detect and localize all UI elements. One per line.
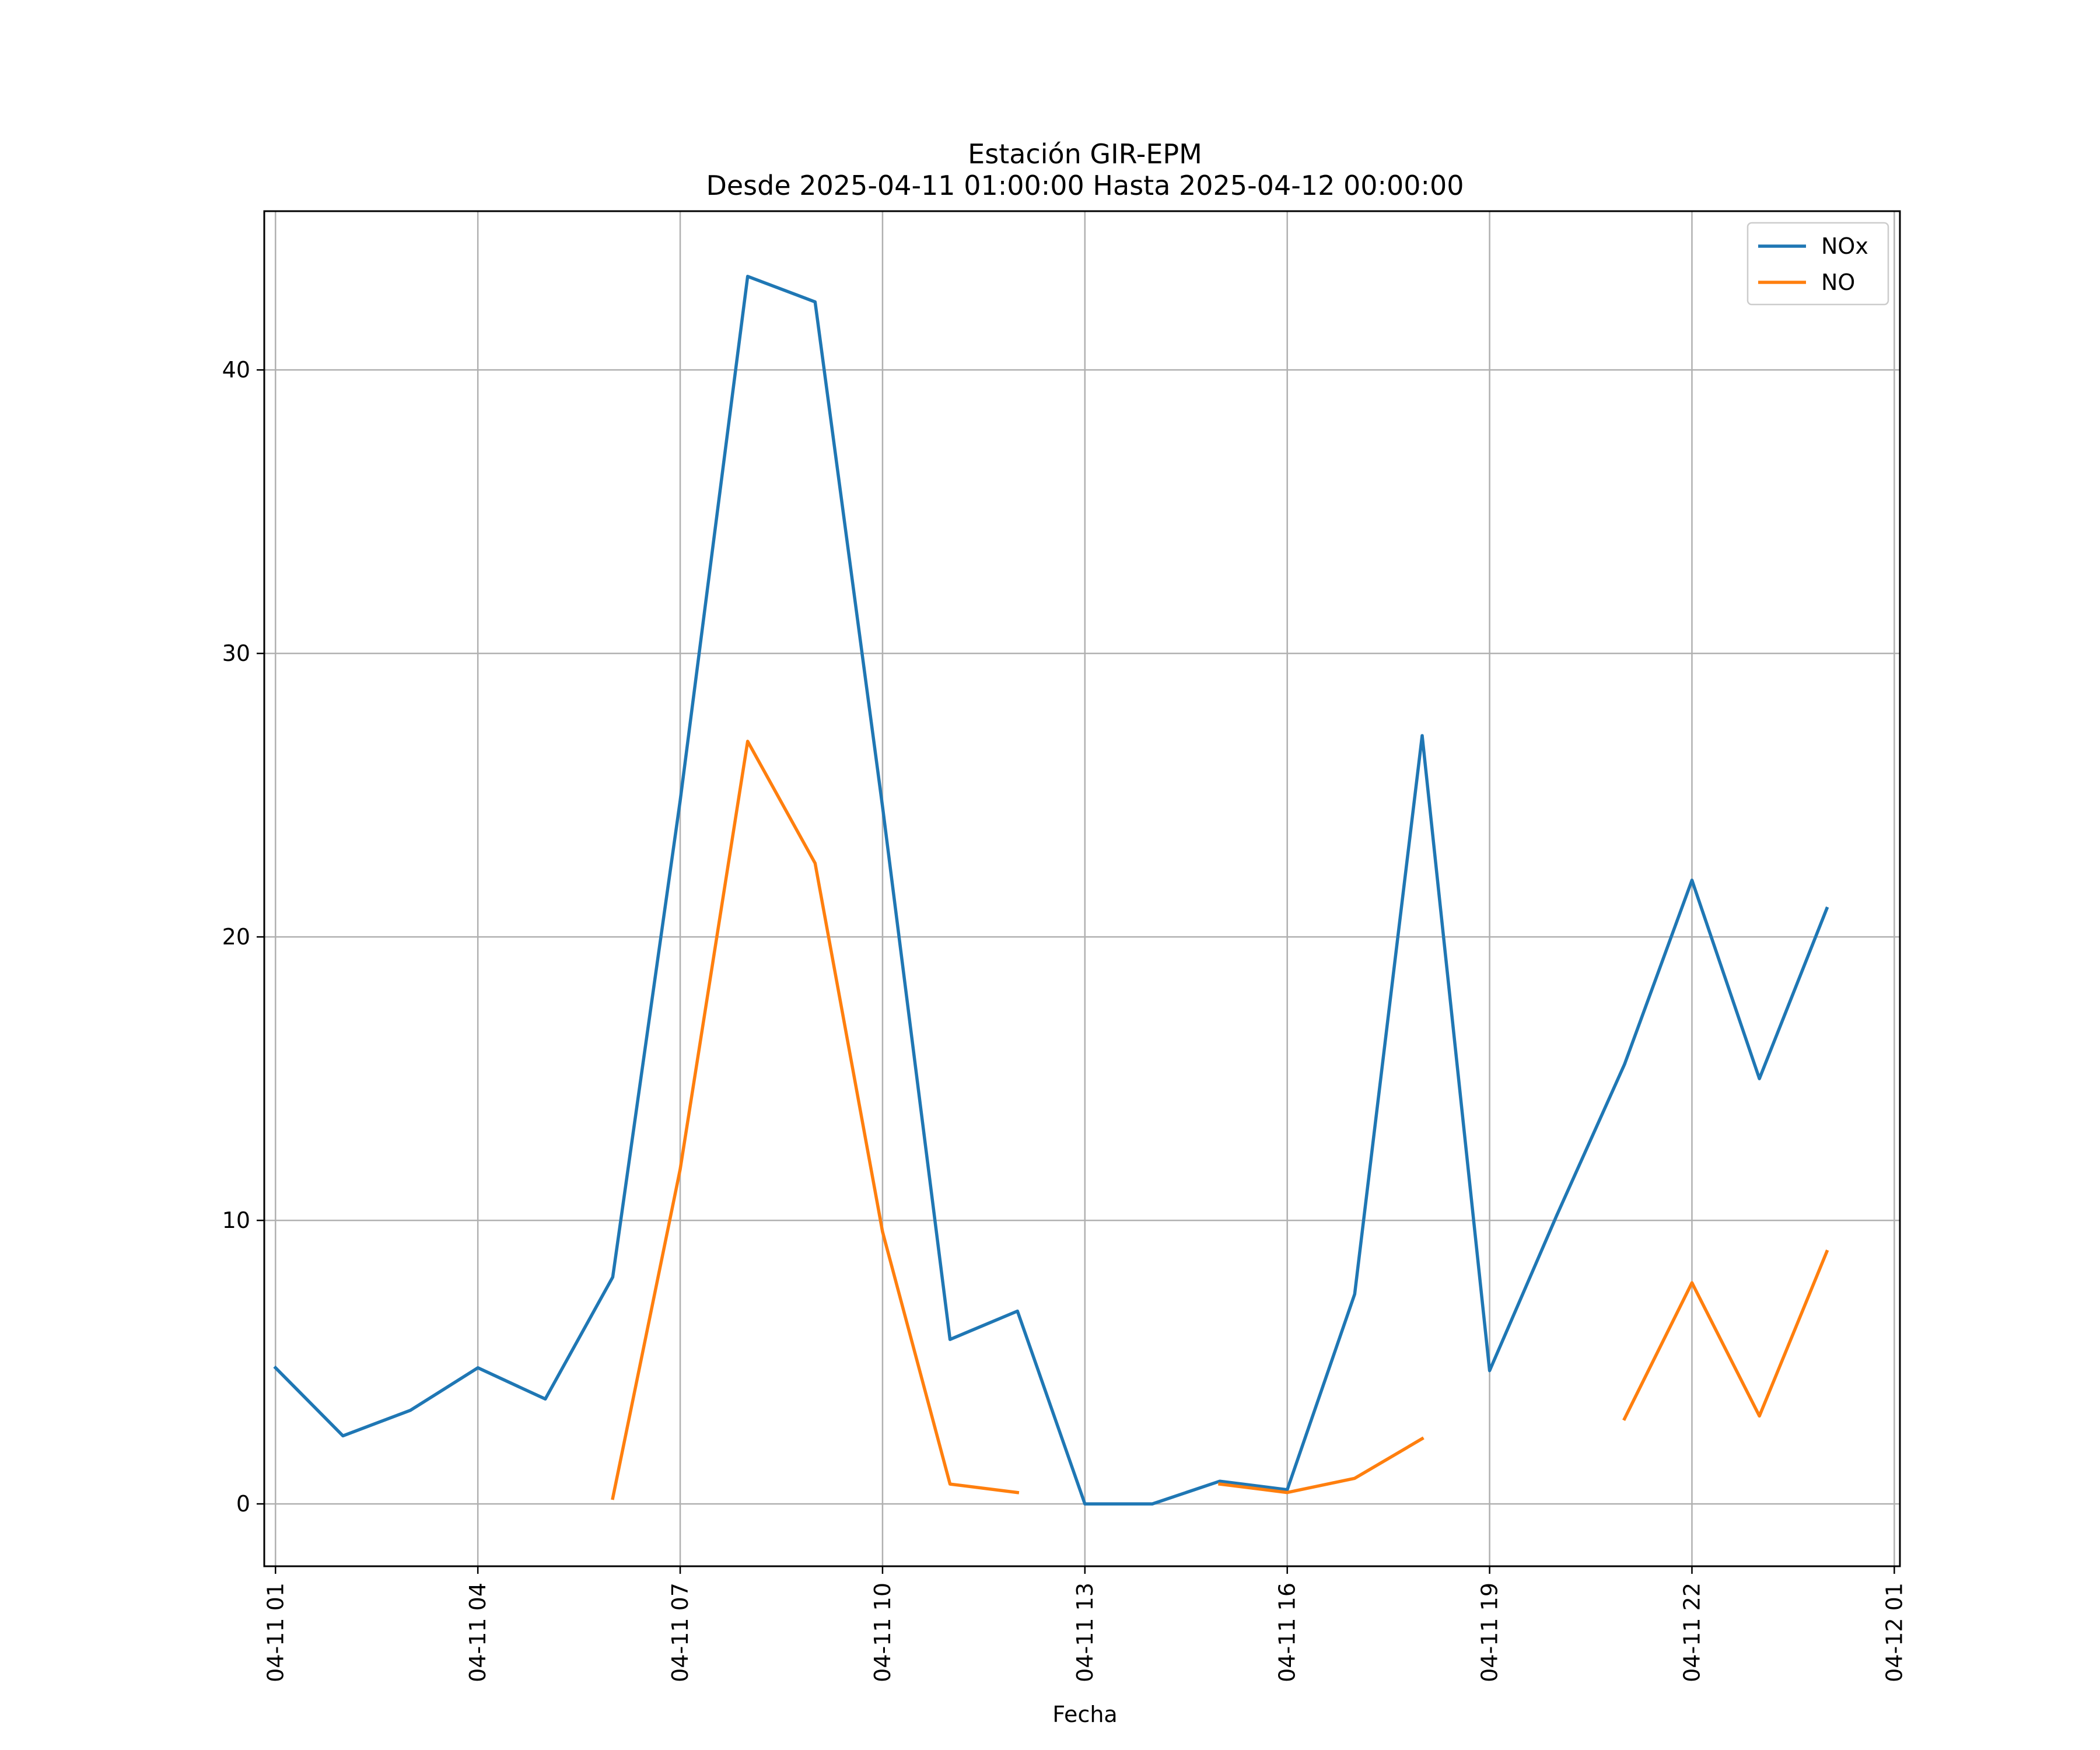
x-tick-label: 04-11 10 [870, 1583, 895, 1682]
grid [264, 211, 1900, 1566]
x-tick-label: 04-11 04 [465, 1583, 491, 1682]
x-tick-label: 04-11 16 [1275, 1583, 1300, 1682]
chart-subtitle: Desde 2025-04-11 01:00:00 Hasta 2025-04-… [706, 170, 1464, 201]
x-tick-label: 04-11 22 [1679, 1583, 1704, 1682]
legend-box [1746, 222, 1889, 306]
series-line-no [611, 740, 1829, 1500]
x-tick-label: 04-11 07 [667, 1583, 693, 1682]
y-tick-label: 40 [222, 357, 250, 383]
chart-title: Estación GIR-EPM [968, 138, 1202, 170]
y-tick-label: 20 [222, 924, 250, 950]
legend-label-no: NO [1821, 270, 1855, 295]
legend: NOx NO [1746, 222, 1889, 306]
x-tick-label: 04-11 19 [1477, 1583, 1503, 1682]
x-axis-label: Fecha [1052, 1702, 1117, 1727]
legend-label-nox: NOx [1821, 233, 1868, 259]
series-line-nox [273, 275, 1829, 1506]
y-tick-label: 30 [222, 640, 250, 666]
plot-frame [263, 210, 1901, 1567]
y-tick-label: 10 [222, 1208, 250, 1233]
x-tick-label: 04-12 01 [1881, 1583, 1907, 1682]
plot-series [273, 275, 1829, 1506]
axis-ticks: 04-11 01 04-11 04 04-11 07 04-11 10 04-11 13… [222, 357, 1908, 1682]
x-tick-label: 04-11 01 [262, 1583, 288, 1682]
y-tick-label: 0 [236, 1491, 250, 1517]
x-tick-label: 04-11 13 [1072, 1583, 1098, 1682]
